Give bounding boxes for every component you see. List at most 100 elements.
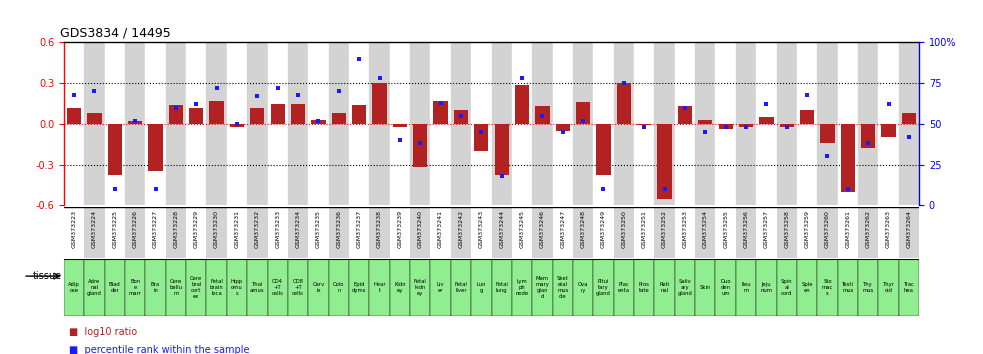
Bar bbox=[104, 42, 125, 205]
Text: Duo
den
um: Duo den um bbox=[721, 279, 731, 296]
Bar bbox=[331, 113, 346, 124]
Bar bbox=[125, 207, 145, 258]
Bar bbox=[736, 259, 756, 316]
Bar bbox=[104, 207, 125, 258]
Text: GSM373237: GSM373237 bbox=[357, 210, 362, 248]
Text: Thal
amus: Thal amus bbox=[250, 282, 264, 293]
Bar bbox=[85, 207, 104, 258]
Text: Sket
etal
mus
cle: Sket etal mus cle bbox=[557, 276, 568, 299]
Bar bbox=[861, 124, 875, 148]
Bar bbox=[206, 259, 227, 316]
Bar bbox=[431, 259, 451, 316]
Bar bbox=[247, 259, 267, 316]
Text: GSM373247: GSM373247 bbox=[560, 210, 565, 248]
Bar bbox=[719, 124, 732, 129]
Bar bbox=[901, 113, 916, 124]
Bar bbox=[85, 42, 104, 205]
Text: GDS3834 / 14495: GDS3834 / 14495 bbox=[60, 27, 170, 40]
Bar bbox=[389, 259, 410, 316]
Text: Cere
bellu
m: Cere bellu m bbox=[169, 279, 183, 296]
Text: Cere
bral
cort
ex: Cere bral cort ex bbox=[190, 276, 202, 299]
Text: GSM373242: GSM373242 bbox=[458, 210, 463, 248]
Text: Pitui
tary
gland: Pitui tary gland bbox=[596, 279, 610, 296]
Bar bbox=[780, 124, 794, 127]
Text: Liv
er: Liv er bbox=[436, 282, 444, 293]
Bar bbox=[64, 207, 85, 258]
Text: GSM373258: GSM373258 bbox=[784, 210, 789, 247]
Text: Reti
nal: Reti nal bbox=[660, 282, 669, 293]
Bar bbox=[515, 85, 529, 124]
Bar bbox=[145, 207, 166, 258]
Text: Ileu
m: Ileu m bbox=[741, 282, 751, 293]
Bar bbox=[227, 42, 247, 205]
Text: Adre
nal
gland: Adre nal gland bbox=[87, 279, 102, 296]
Text: Hipp
omu
s: Hipp omu s bbox=[231, 279, 243, 296]
Bar bbox=[858, 207, 879, 258]
Bar bbox=[67, 108, 82, 124]
Bar bbox=[410, 42, 431, 205]
Bar bbox=[716, 42, 736, 205]
Bar bbox=[186, 42, 206, 205]
Bar bbox=[451, 259, 471, 316]
Text: GSM373239: GSM373239 bbox=[397, 210, 402, 248]
Bar bbox=[573, 42, 594, 205]
Bar bbox=[206, 42, 227, 205]
Text: GSM373240: GSM373240 bbox=[418, 210, 423, 248]
Bar bbox=[471, 259, 492, 316]
Bar bbox=[267, 207, 288, 258]
Bar bbox=[349, 42, 370, 205]
Bar bbox=[309, 259, 328, 316]
Text: Fetal
liver: Fetal liver bbox=[454, 282, 467, 293]
Text: Thyr
oid: Thyr oid bbox=[883, 282, 895, 293]
Text: Adip
ose: Adip ose bbox=[68, 282, 80, 293]
Text: Sto
mac
s: Sto mac s bbox=[822, 279, 834, 296]
Text: Plac
enta: Plac enta bbox=[618, 282, 630, 293]
Text: CD4
+T
cells: CD4 +T cells bbox=[271, 279, 284, 296]
Bar bbox=[471, 42, 492, 205]
Bar bbox=[186, 207, 206, 258]
Bar bbox=[736, 207, 756, 258]
Bar bbox=[451, 42, 471, 205]
Bar bbox=[288, 259, 309, 316]
Text: GSM373234: GSM373234 bbox=[296, 210, 301, 248]
Bar bbox=[756, 42, 777, 205]
Text: GSM373252: GSM373252 bbox=[663, 210, 667, 248]
Bar bbox=[777, 207, 797, 258]
Bar bbox=[898, 42, 919, 205]
Text: GSM373243: GSM373243 bbox=[479, 210, 484, 248]
Text: GSM373248: GSM373248 bbox=[581, 210, 586, 248]
Text: Fetal
lung: Fetal lung bbox=[495, 282, 508, 293]
Text: Ova
ry: Ova ry bbox=[578, 282, 588, 293]
Text: Fetal
kidn
ey: Fetal kidn ey bbox=[414, 279, 427, 296]
Text: GSM373249: GSM373249 bbox=[601, 210, 606, 248]
Bar bbox=[471, 207, 492, 258]
Bar bbox=[858, 259, 879, 316]
Bar bbox=[148, 124, 162, 171]
Bar bbox=[145, 42, 166, 205]
Bar bbox=[125, 259, 145, 316]
Bar bbox=[370, 259, 389, 316]
Text: Testi
mus: Testi mus bbox=[841, 282, 854, 293]
Bar bbox=[209, 101, 224, 124]
Bar bbox=[270, 104, 285, 124]
Text: Lym
ph
node: Lym ph node bbox=[515, 279, 529, 296]
Bar bbox=[858, 42, 879, 205]
Bar bbox=[655, 207, 674, 258]
Bar bbox=[512, 259, 532, 316]
Bar bbox=[695, 42, 716, 205]
Text: Thy
mus: Thy mus bbox=[862, 282, 874, 293]
Text: Colo
n: Colo n bbox=[333, 282, 344, 293]
Bar bbox=[370, 42, 389, 205]
Bar bbox=[312, 120, 325, 124]
Bar bbox=[552, 259, 573, 316]
Bar bbox=[759, 117, 774, 124]
Text: Hear
t: Hear t bbox=[374, 282, 385, 293]
Text: Bon
e
marr: Bon e marr bbox=[129, 279, 142, 296]
Text: GSM373244: GSM373244 bbox=[499, 210, 504, 248]
Bar bbox=[166, 259, 186, 316]
Bar bbox=[206, 207, 227, 258]
Bar bbox=[573, 259, 594, 316]
Text: GSM373264: GSM373264 bbox=[906, 210, 911, 248]
Text: GSM373253: GSM373253 bbox=[682, 210, 687, 248]
Bar bbox=[898, 207, 919, 258]
